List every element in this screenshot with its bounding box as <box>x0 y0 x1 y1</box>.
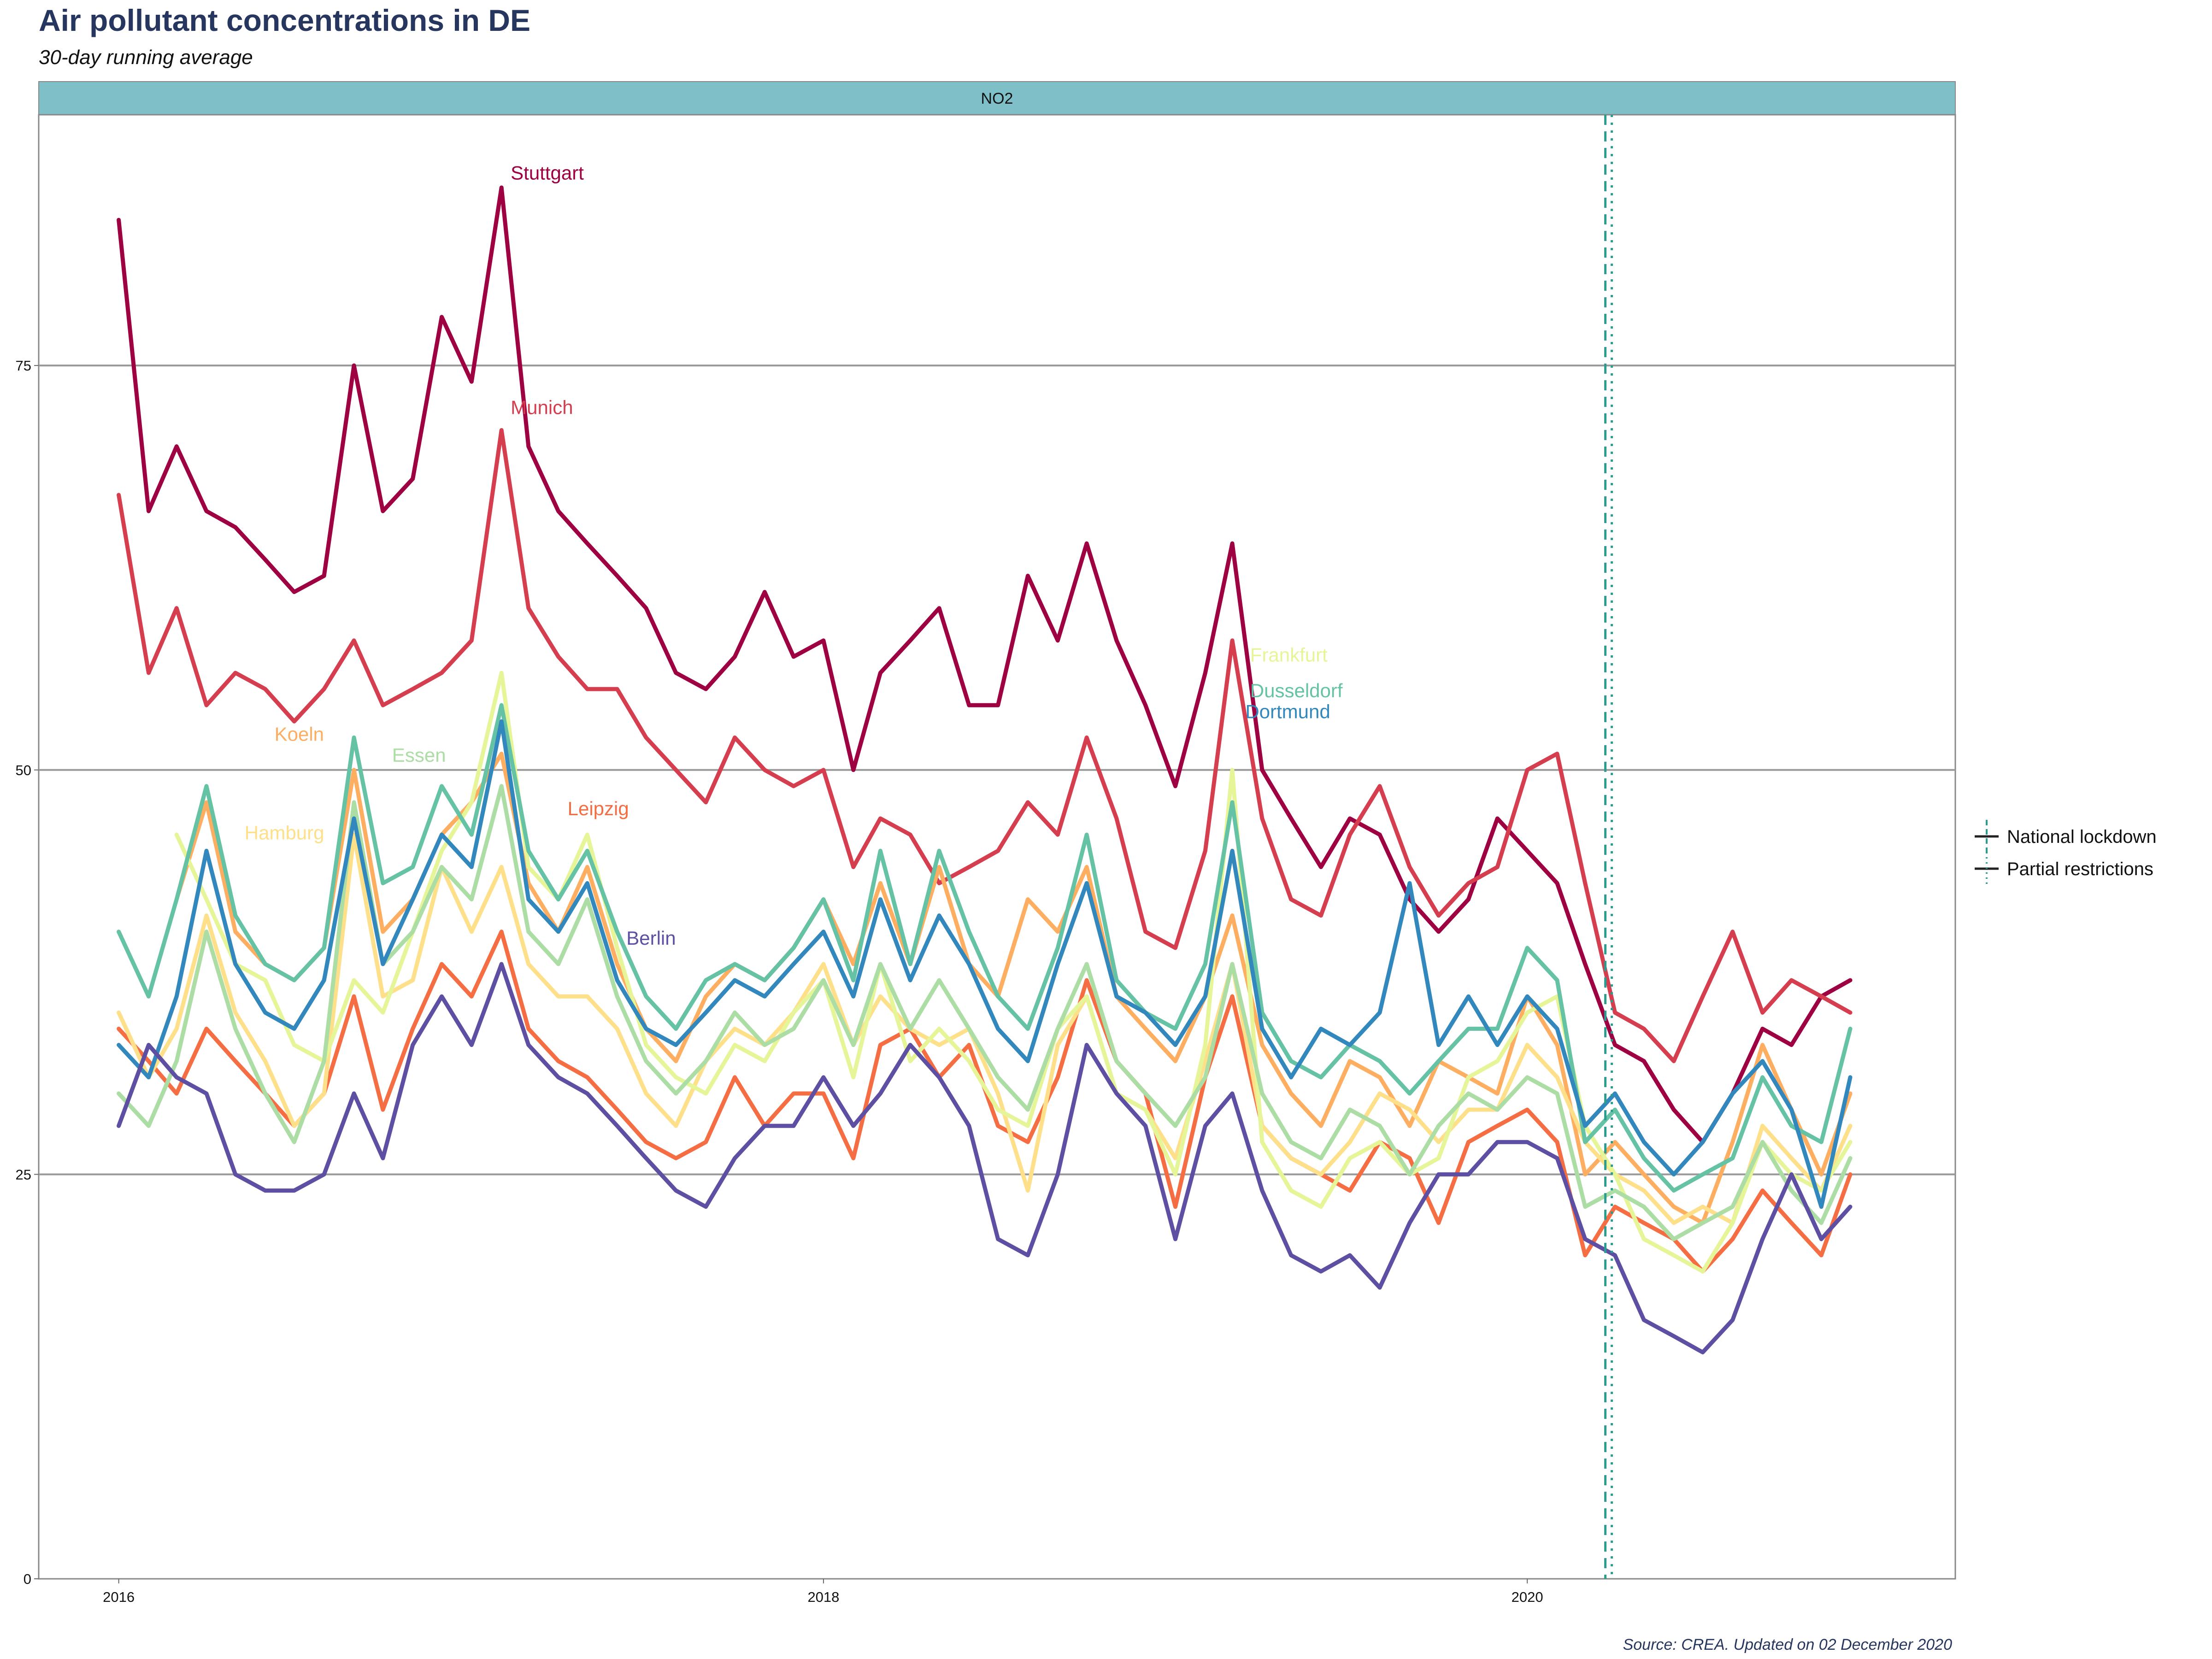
series-label: Leipzig <box>568 798 629 819</box>
legend-entry: National lockdown <box>1975 820 2157 853</box>
x-tick-label: 2018 <box>807 1589 839 1605</box>
legend-label: Partial restrictions <box>2007 859 2153 879</box>
series-line-munich <box>117 428 1853 1064</box>
series-label: Frankfurt <box>1250 644 1328 666</box>
source-caption: Source: CREA. Updated on 02 December 202… <box>1623 1636 1952 1653</box>
legend-label: National lockdown <box>2007 827 2157 847</box>
series-label: Berlin <box>626 927 676 949</box>
series-label: Hamburg <box>245 822 324 844</box>
series-label: Stuttgart <box>511 162 584 183</box>
series-line-berlin <box>117 962 1853 1354</box>
series-label: Dusseldorf <box>1250 680 1343 701</box>
facet-strip-label: NO2 <box>981 90 1013 107</box>
plot-panel-border <box>38 114 1956 1580</box>
y-tick-label: 0 <box>24 1571 31 1587</box>
chart-title: Air pollutant concentrations in DE <box>39 3 531 37</box>
y-tick-label: 75 <box>16 358 31 374</box>
series-line-dortmund <box>117 719 1853 1209</box>
y-tick-label: 25 <box>16 1166 31 1182</box>
series-label: Koeln <box>275 724 324 745</box>
series-label: Munich <box>511 396 573 418</box>
x-tick-label: 2016 <box>103 1589 135 1605</box>
series-label: Essen <box>392 744 446 766</box>
x-tick-label: 2020 <box>1512 1589 1543 1605</box>
series-line-essen <box>117 784 1853 1241</box>
series-line-dusseldorf <box>117 703 1853 1193</box>
chart-subtitle: 30-day running average <box>39 46 253 69</box>
series-line-hamburg <box>117 832 1853 1225</box>
series-line-stuttgart <box>117 185 1853 1144</box>
legend-entry: Partial restrictions <box>1975 852 2153 885</box>
series-label: Dortmund <box>1245 700 1330 722</box>
y-tick-label: 50 <box>16 762 31 778</box>
